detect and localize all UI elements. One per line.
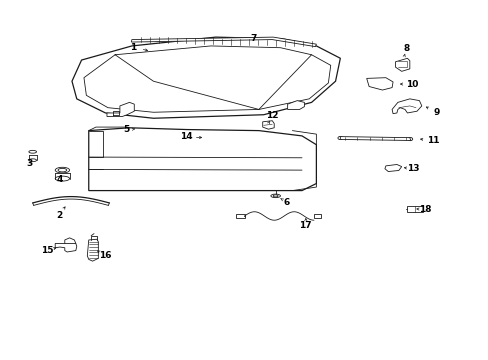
Polygon shape [87, 239, 98, 261]
Ellipse shape [337, 136, 342, 140]
Text: 16: 16 [99, 251, 111, 260]
Polygon shape [340, 136, 410, 140]
Text: 15: 15 [41, 246, 53, 255]
Text: 18: 18 [419, 205, 431, 214]
Text: 8: 8 [403, 44, 409, 53]
Ellipse shape [55, 167, 69, 173]
Ellipse shape [270, 194, 280, 198]
Polygon shape [287, 100, 304, 109]
Ellipse shape [205, 135, 216, 140]
Circle shape [233, 140, 245, 149]
Ellipse shape [55, 176, 69, 181]
Text: 7: 7 [250, 34, 256, 43]
Bar [313, 214, 321, 218]
Polygon shape [131, 37, 316, 47]
Text: 10: 10 [406, 80, 418, 89]
Circle shape [190, 174, 203, 183]
Circle shape [133, 174, 145, 183]
Text: 6: 6 [283, 198, 289, 207]
Text: 14: 14 [180, 132, 192, 141]
Polygon shape [395, 58, 409, 71]
Circle shape [185, 138, 198, 147]
Polygon shape [366, 78, 392, 90]
Polygon shape [391, 99, 421, 114]
Polygon shape [72, 37, 340, 118]
Text: 3: 3 [27, 159, 33, 168]
Text: 4: 4 [56, 175, 62, 184]
Ellipse shape [208, 136, 213, 139]
Bar [235, 214, 245, 218]
Ellipse shape [29, 159, 37, 162]
Polygon shape [89, 128, 316, 190]
Text: 2: 2 [56, 211, 62, 220]
Polygon shape [55, 243, 77, 252]
Ellipse shape [273, 195, 278, 197]
Polygon shape [107, 102, 134, 117]
Text: 11: 11 [426, 136, 438, 145]
Ellipse shape [407, 138, 412, 141]
Text: 9: 9 [432, 108, 439, 117]
Bar [407, 206, 422, 212]
Text: 5: 5 [123, 125, 129, 134]
Text: 17: 17 [299, 221, 311, 230]
Circle shape [135, 138, 147, 147]
Ellipse shape [58, 168, 66, 172]
Text: 12: 12 [265, 111, 278, 120]
Text: 13: 13 [407, 164, 419, 173]
Polygon shape [262, 121, 274, 129]
Polygon shape [384, 165, 401, 171]
Ellipse shape [29, 150, 37, 153]
Text: 1: 1 [130, 43, 136, 52]
